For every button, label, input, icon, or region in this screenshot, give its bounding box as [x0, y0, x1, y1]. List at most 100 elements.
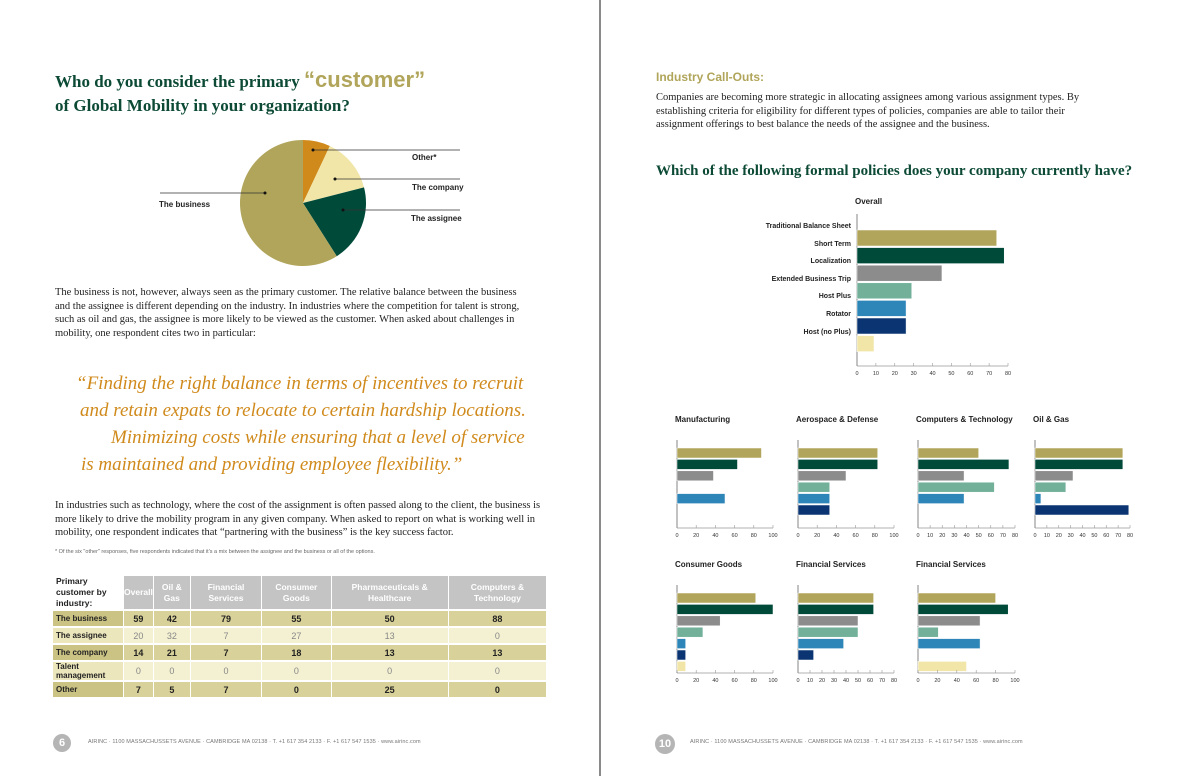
tick-label: 70	[986, 371, 992, 377]
bar	[797, 470, 847, 482]
tick-label: 80	[751, 533, 757, 539]
bar	[1034, 493, 1042, 504]
table-cell: 0	[331, 662, 448, 680]
bar-chart: 0 20 40 60 80 100	[796, 440, 899, 539]
footer-address: AIRINC · 1100 MASSACHUSSETS AVENUE · CAM…	[690, 739, 1023, 745]
bar-chart: 0 10 20 30 40 50 60 70 80	[916, 440, 1018, 539]
bar	[1034, 470, 1074, 482]
table-cell: 13	[448, 645, 546, 660]
tick-label: 20	[939, 533, 945, 539]
quote-line: “Finding the right balance in terms of i…	[76, 373, 524, 394]
pie-slice-other	[303, 140, 330, 203]
tick-label: 80	[872, 533, 878, 539]
tick-label: 60	[732, 533, 738, 539]
tick-label: 20	[934, 678, 940, 684]
table-cell: 7	[190, 628, 262, 643]
tick-label: 30	[831, 678, 837, 684]
bar	[676, 615, 721, 627]
tick-label: 80	[1127, 533, 1133, 539]
tick-label: 80	[1012, 533, 1018, 539]
category-label: Rotator	[826, 311, 851, 318]
tick-label: 60	[1103, 533, 1109, 539]
table-header: Consumer Goods	[262, 576, 331, 609]
bar	[917, 470, 965, 482]
tick-label: 40	[833, 533, 839, 539]
title-text-line2: of Global Mobility in your organization?	[55, 96, 350, 115]
bar	[917, 604, 1009, 615]
tick-label: 40	[929, 371, 935, 377]
bar-chart: 0 20 40 60 80 100	[675, 440, 778, 539]
bar	[1034, 459, 1124, 470]
bar	[676, 447, 762, 459]
tick-label: 20	[814, 533, 820, 539]
chart-title: Overall	[855, 197, 883, 206]
bar	[797, 504, 830, 516]
tick-label: 20	[892, 371, 898, 377]
table-cell: 7	[190, 682, 262, 697]
tick-label: 60	[967, 371, 973, 377]
table-row: Other 7 5 7 0 25 0	[53, 682, 546, 697]
bar	[797, 592, 874, 604]
chart-title: Financial Services	[916, 560, 986, 569]
table-cell: 0	[448, 682, 546, 697]
bar	[676, 592, 756, 604]
bar	[676, 626, 704, 638]
tick-label: 30	[1068, 533, 1074, 539]
table-cell: 25	[331, 682, 448, 697]
tick-label: 10	[807, 678, 813, 684]
bar	[1034, 447, 1124, 459]
table-row: The company 14 21 7 18 13 13	[53, 645, 546, 660]
tick-label: 70	[1000, 533, 1006, 539]
bar	[856, 300, 907, 317]
bar	[856, 264, 943, 282]
bar	[856, 317, 907, 335]
bar-chart: 0 20 40 60 80 100	[675, 585, 778, 684]
bar	[856, 247, 1005, 264]
tick-label: 50	[948, 371, 954, 377]
section-heading: Which of the following formal policies d…	[656, 163, 1133, 179]
category-label: Extended Business Trip	[771, 275, 851, 283]
bar-chart: 0 10 20 30 40 50 60 70 80	[796, 585, 897, 684]
table-cell: 79	[190, 611, 262, 626]
tick-label: 40	[712, 678, 718, 684]
tick-label: 40	[954, 678, 960, 684]
tick-label: 10	[873, 371, 879, 377]
table-cell: 55	[262, 611, 331, 626]
row-label: The business	[53, 611, 123, 626]
tick-label: 80	[751, 678, 757, 684]
tick-label: 100	[768, 533, 777, 539]
table-cell: 0	[124, 662, 153, 680]
tick-label: 0	[1033, 533, 1036, 539]
category-label: Localization	[810, 258, 851, 266]
table-header: Oil & Gas	[153, 576, 190, 609]
tick-label: 0	[796, 533, 799, 539]
tick-label: 40	[843, 678, 849, 684]
table-cell: 32	[153, 628, 190, 643]
table-cell: 5	[153, 682, 190, 697]
chart-title: Consumer Goods	[675, 560, 743, 569]
bar	[856, 229, 997, 247]
callout-heading: Industry Call-Outs:	[656, 70, 765, 84]
category-label: Host Plus	[818, 293, 851, 301]
bar	[917, 459, 1010, 470]
tick-label: 40	[1079, 533, 1085, 539]
tick-label: 80	[993, 678, 999, 684]
pie-label-company: The company	[412, 183, 464, 192]
leader-dot	[311, 148, 315, 152]
table-cell: 0	[448, 662, 546, 680]
table-cell: 42	[153, 611, 190, 626]
bar	[917, 615, 981, 627]
pie-chart	[160, 140, 460, 266]
bar	[1034, 481, 1067, 493]
title-emphasis: “customer”	[304, 67, 426, 92]
bar	[797, 447, 878, 459]
table-cell: 0	[190, 662, 262, 680]
pie-slice-assignee	[303, 187, 366, 257]
bar	[676, 638, 686, 649]
table-cell: 88	[448, 611, 546, 626]
callout-text: Companies are becoming more strategic in…	[656, 92, 1080, 131]
category-label: Host (no Plus)	[803, 328, 851, 336]
pie-label-other: Other*	[412, 153, 437, 162]
bar	[676, 661, 686, 672]
bar	[856, 335, 875, 352]
